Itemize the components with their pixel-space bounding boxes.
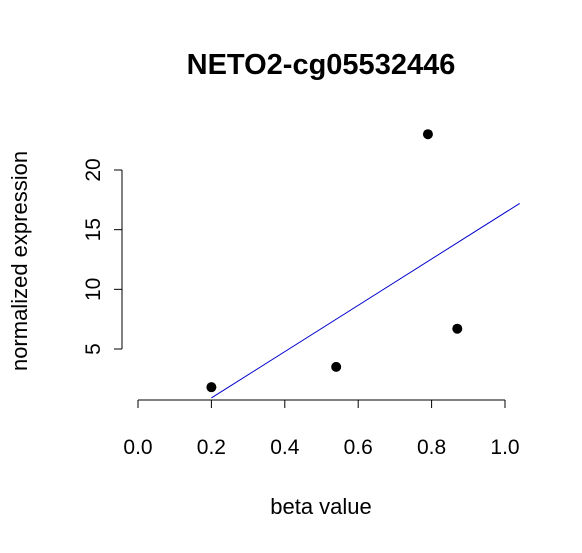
x-tick-label: 0.8	[417, 436, 446, 459]
y-tick-label: 15	[82, 218, 105, 241]
data-point	[331, 361, 342, 372]
x-tick-label: 0.2	[197, 436, 226, 459]
x-tick-label: 0.0	[123, 436, 152, 459]
y-tick-label: 20	[82, 158, 105, 181]
data-point	[206, 382, 217, 393]
chart-title: NETO2-cg05532446	[187, 49, 456, 81]
points-layer	[206, 129, 463, 393]
y-tick-label: 5	[82, 343, 105, 355]
fit-line-layer	[211, 202, 520, 399]
data-point	[452, 323, 463, 334]
x-axis: 0.0 0.2 0.4 0.6 0.8 1.0	[123, 399, 520, 459]
x-axis-label: beta value	[270, 494, 372, 519]
data-point	[422, 129, 433, 140]
y-axis: 5 10 15 20	[82, 158, 123, 355]
x-tick-label: 0.6	[344, 436, 373, 459]
regression-line	[211, 202, 520, 399]
y-tick-label: 10	[82, 278, 105, 301]
y-axis-label: normalized expression	[7, 151, 32, 371]
x-tick-label: 1.0	[490, 436, 519, 459]
x-tick-label: 0.4	[270, 436, 300, 459]
